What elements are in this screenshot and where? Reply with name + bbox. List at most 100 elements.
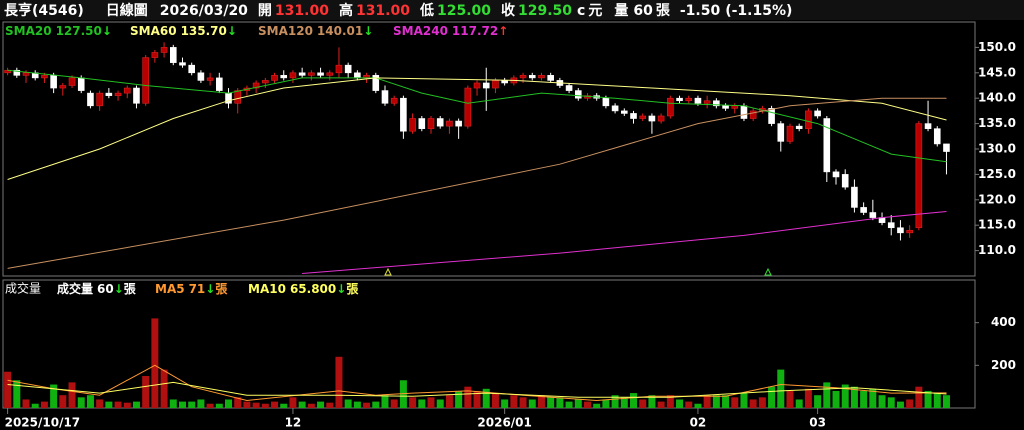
volume-bar (501, 399, 509, 408)
volume-bar (574, 399, 582, 408)
volume-bar (593, 403, 601, 408)
candle-body (22, 72, 30, 76)
candle-body (216, 77, 223, 91)
candle-body (133, 87, 140, 104)
volume-bar (933, 393, 941, 408)
candle-body (906, 229, 913, 234)
candle-body (298, 72, 306, 76)
candle-body (538, 75, 545, 79)
volume-bar (317, 401, 325, 408)
candle-body (694, 97, 702, 104)
y-tick-label: 150.0 (978, 40, 1016, 54)
date: 2026/03/20 (160, 3, 248, 19)
candle-body (400, 97, 407, 132)
field-value: 131.00 (356, 3, 410, 19)
volume-bar (13, 380, 21, 408)
candle-body (630, 113, 637, 119)
x-tick-label: 2025/10/17 (5, 416, 81, 430)
volume-bar (178, 401, 186, 408)
volume-bar (261, 403, 269, 408)
candle-body (41, 75, 48, 79)
candle-body (262, 80, 269, 84)
legend-trend: ↓ (336, 282, 346, 296)
volume-bar (786, 390, 794, 408)
period: 日線圖 (106, 2, 148, 19)
change-pct: (-1.15%) (725, 3, 792, 19)
legend-item: SMA120 140.01↓ (258, 24, 373, 38)
candle-body (915, 123, 923, 229)
header-bar (0, 0, 1024, 20)
candle-body (114, 92, 122, 96)
y-tick-label: 140.0 (978, 91, 1016, 105)
candle-body (492, 80, 499, 89)
unit-mark: c (577, 3, 585, 19)
volume-bar (234, 397, 242, 408)
y-tick-label: 145.0 (978, 65, 1016, 79)
volume-bar (123, 402, 131, 408)
y-tick-label: 115.0 (978, 218, 1016, 232)
candle-body (851, 186, 858, 208)
volume: 60 (633, 3, 653, 19)
ma-line (302, 211, 947, 274)
candle-body (777, 123, 785, 142)
legend-item: SMA240 117.72↑ (393, 24, 508, 38)
candle-body (308, 72, 315, 76)
candle-body (547, 75, 554, 81)
candle-body (482, 82, 490, 89)
candle-body (703, 100, 711, 104)
field-label: 收 (501, 2, 516, 19)
legend-name: 成交量 (57, 281, 93, 296)
volume-bar (197, 399, 205, 408)
candle-body (887, 222, 895, 229)
field-label: 開 (258, 3, 272, 19)
volume-bar (50, 384, 58, 408)
candle-body (814, 110, 821, 117)
x-tick-label: 2026/01 (477, 416, 531, 430)
volume-bar (777, 369, 785, 408)
volume-bar (648, 395, 656, 408)
volume-bar (59, 395, 67, 408)
ma-line (7, 97, 947, 269)
header: 長亨(4546) 日線圖 2026/03/20 開 131.00 高 131.00 低 125.… (4, 2, 792, 19)
candle-body (123, 87, 131, 94)
volume-bar (372, 401, 380, 408)
candle-body (574, 90, 582, 99)
candle-body (179, 62, 186, 66)
volume-bar (363, 402, 371, 408)
volume-bar (639, 399, 647, 408)
volume-bar (215, 403, 223, 408)
volume-bar (841, 384, 849, 408)
candle-body (151, 52, 159, 58)
marker (384, 267, 392, 276)
volume-bar (685, 401, 693, 408)
field-value: 131.00 (275, 3, 329, 19)
candle-body (768, 108, 775, 124)
volume-bar (418, 399, 426, 408)
legend-value: 65.800 (290, 282, 336, 296)
candle-body (59, 85, 67, 89)
candle-body (676, 97, 683, 102)
legend-item: SMA60 135.70↓ (130, 24, 237, 38)
candle-body (50, 75, 57, 89)
volume-bar (823, 382, 831, 408)
volume-bar (436, 399, 444, 408)
volume-bar (583, 401, 591, 408)
volume-bar (703, 395, 711, 408)
change: -1.50 (680, 3, 721, 19)
legend-value: 117.72 (452, 24, 498, 38)
volume-bar (271, 401, 279, 408)
candle-body (87, 92, 94, 107)
candle-body (409, 118, 416, 132)
volume-bar (344, 399, 352, 408)
volume-bar (896, 401, 904, 408)
legend-name: SMA240 (393, 24, 448, 38)
candle-body (446, 120, 453, 127)
volume-bar (455, 390, 463, 408)
candle-body (326, 72, 334, 76)
legend-value: 127.50 (56, 24, 102, 38)
volume-bar (307, 403, 315, 408)
volume-bar (676, 399, 684, 408)
candle-body (685, 97, 693, 102)
volume-bar (804, 388, 812, 408)
volume-bar (712, 395, 720, 408)
